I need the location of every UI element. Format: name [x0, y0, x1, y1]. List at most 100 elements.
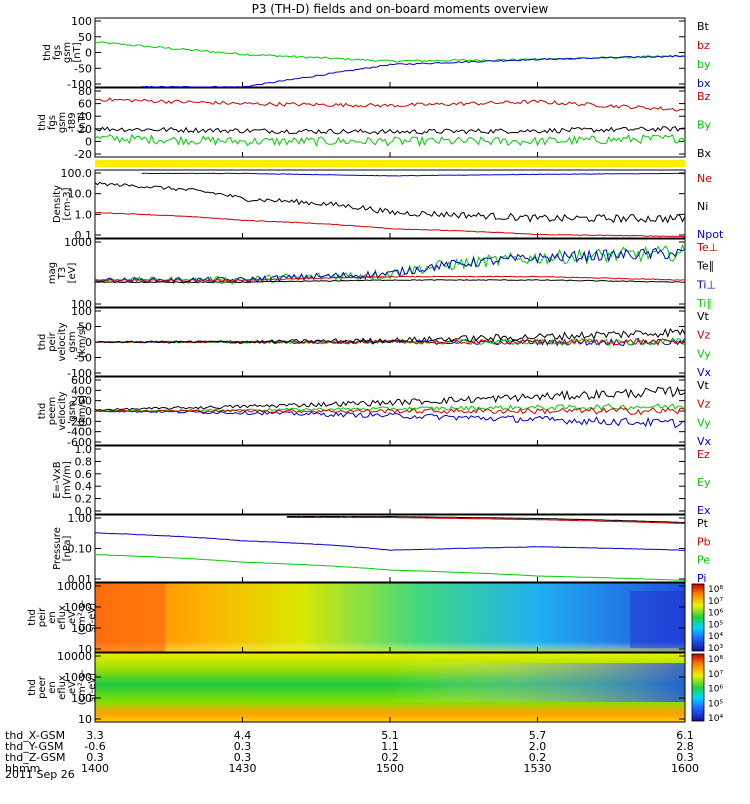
y-tick-label: 60	[78, 98, 92, 111]
trace-bx	[141, 54, 686, 88]
legend-entry: By	[697, 119, 712, 132]
bottom-axis-value: -0.6	[84, 740, 105, 753]
colorbar-tick-label: 10⁵	[708, 620, 723, 630]
colorbar-tick-label: 10⁷	[708, 597, 723, 607]
y-axis-label-line: gsm	[67, 400, 78, 421]
y-axis-label: thd fgs gsm -t89 [nT]	[37, 112, 88, 133]
y-axis-label-line: fgs	[47, 115, 58, 130]
y-tick-label: -200	[67, 415, 92, 428]
colorbar-bar	[691, 583, 705, 652]
y-tick-label: -50	[74, 352, 92, 365]
trace-Bz	[94, 97, 686, 112]
y-tick-label: 50	[78, 31, 92, 44]
y-axis-label-line: peir	[37, 607, 48, 627]
y-axis-label-line: [nT]	[72, 42, 83, 62]
y-axis-label-line: peem	[47, 397, 58, 425]
legend-entry: Vz	[697, 329, 711, 342]
colorbar-tick-label: 10⁶	[708, 609, 723, 619]
y-axis-label-line: sr-eV)	[87, 673, 98, 702]
panel-4: 100 50 0 -50 -100 thd peir velocity gsm [km/s] Vt V…	[37, 305, 712, 380]
bottom-axis-value: 1500	[376, 762, 404, 775]
y-tick-label: 10	[78, 643, 92, 656]
y-axis-label-line: fgs	[52, 45, 63, 60]
bottom-axis-value: 4.4	[234, 729, 252, 742]
y-axis-label-line: thd	[27, 679, 38, 696]
bottom-axis-value: 0.3	[234, 751, 252, 764]
legend-entry: bx	[697, 77, 711, 90]
y-tick-label: 0.01	[68, 573, 93, 586]
y-axis-label-line: gsm	[57, 112, 68, 133]
y-tick-label: 1.0	[75, 443, 93, 456]
legend-entry: Vz	[697, 398, 711, 411]
bottom-axis-row-label: hhmm	[5, 762, 40, 775]
y-axis-label-line: Pressure	[52, 527, 63, 570]
colorbar-tick-label: 10³	[708, 644, 723, 654]
y-tick-label: 10000	[57, 580, 92, 593]
trace-Pi	[94, 532, 686, 551]
y-axis-label-line: en	[47, 681, 58, 694]
y-axis-label-line: eV	[67, 681, 78, 694]
bottom-axis-row-label: thd_Z-GSM	[5, 751, 65, 764]
data-gap-band	[95, 160, 685, 167]
y-axis-label-line: eV	[67, 611, 78, 624]
colorbar-tick-label: 10⁴	[708, 632, 723, 642]
y-tick-label: 0.4	[75, 480, 93, 493]
y-axis-label-line: Density	[52, 185, 63, 223]
electron-spectrogram-shade	[95, 663, 685, 702]
trace-By	[94, 133, 686, 148]
trace-Ti-perp	[94, 247, 686, 284]
y-tick-label: 200	[71, 395, 92, 408]
legend-entry: Te∥	[696, 260, 714, 273]
trace-Ni	[94, 181, 686, 224]
y-axis-label-line: E=-VxB	[52, 461, 63, 498]
legend-entry: Vx	[697, 435, 712, 448]
y-axis-label: Density [cm-3]	[52, 185, 73, 223]
y-tick-label: 1000	[64, 236, 92, 249]
y-axis-label-line: gsm	[67, 331, 78, 352]
legend-entry: Ey	[697, 476, 711, 489]
trace-Vt	[94, 386, 686, 411]
trace-Pb	[286, 516, 685, 524]
y-tick-label: -50	[74, 62, 92, 75]
legend-entry: Pb	[697, 535, 711, 548]
y-tick-label: -20	[74, 148, 92, 161]
bottom-axis-value: 0.3	[676, 751, 694, 764]
y-tick-label: -400	[67, 426, 92, 439]
y-axis-label-line: thd	[37, 403, 48, 420]
bottom-axis-value: 0.3	[234, 740, 252, 753]
panel-frame	[94, 87, 686, 158]
legend-entry: Te⊥	[696, 241, 718, 254]
y-tick-label: 0.1	[75, 229, 93, 242]
y-tick-label: 100	[71, 692, 92, 705]
legend-entry: Ex	[697, 504, 711, 517]
panel-frame	[94, 514, 686, 583]
y-tick-label: 10.0	[68, 188, 93, 201]
panel-frame	[94, 445, 686, 515]
y-tick-label: 80	[78, 85, 92, 98]
colorbar-tick-label: 10⁸	[708, 585, 723, 595]
legend-entry: Bx	[697, 147, 712, 160]
ion-spectrogram-hot	[95, 583, 165, 652]
legend-entry: Pi	[697, 572, 706, 585]
y-axis-label-line: eflux	[57, 675, 68, 700]
trace-Vt	[94, 327, 686, 345]
y-axis-label-line: peir	[47, 331, 58, 351]
bottom-axis-value: 1400	[81, 762, 109, 775]
y-tick-label: 10	[78, 713, 92, 726]
y-tick-label: 20	[78, 123, 92, 136]
trace-Vx	[94, 409, 686, 429]
trace-Vz	[95, 407, 686, 416]
y-axis-label: E=-VxB [mV/m]	[52, 461, 73, 499]
y-tick-label: 0	[85, 47, 92, 60]
y-tick-label: 600	[71, 374, 92, 387]
y-axis-label-line: peer	[37, 675, 48, 699]
panel-3: 1000 100 mag T3 [eV] Te⊥ Te∥ Ti⊥ Ti∥	[47, 236, 718, 311]
legend-entry: Bz	[697, 90, 711, 103]
